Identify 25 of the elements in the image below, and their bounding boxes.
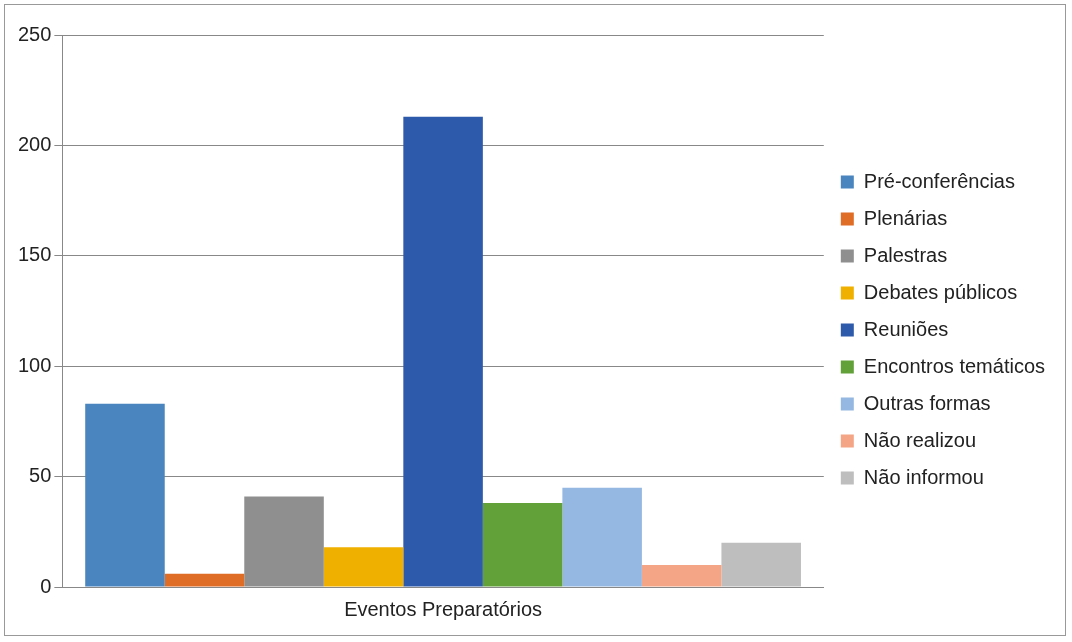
bar	[164, 573, 245, 587]
bar	[641, 564, 722, 587]
y-tick-label: 250	[17, 22, 52, 45]
legend-label: Reuniões	[863, 317, 949, 340]
y-tick-label: 0	[40, 574, 52, 597]
bar	[403, 116, 483, 587]
bar	[244, 496, 324, 587]
y-tick-label: 50	[29, 464, 52, 487]
x-tick-label: Eventos Preparatórios	[344, 597, 543, 620]
legend-label: Palestras	[863, 243, 948, 266]
legend-label: Debates públicos	[863, 280, 1018, 303]
legend-label: Plenárias	[863, 206, 948, 229]
legend-label: Não informou	[863, 465, 984, 488]
legend-label: Pré-conferências	[863, 169, 1015, 192]
y-tick-label: 100	[17, 353, 52, 376]
y-tick-label: 200	[17, 132, 52, 155]
bar	[85, 403, 165, 587]
legend-label: Encontros temáticos	[863, 354, 1046, 377]
legend-label: Outras formas	[863, 391, 991, 414]
bar	[482, 503, 563, 587]
y-tick-label: 150	[17, 243, 52, 266]
bar	[562, 487, 642, 587]
legend-label: Não realizou	[863, 428, 977, 451]
bar	[721, 542, 801, 587]
bar	[323, 547, 404, 587]
